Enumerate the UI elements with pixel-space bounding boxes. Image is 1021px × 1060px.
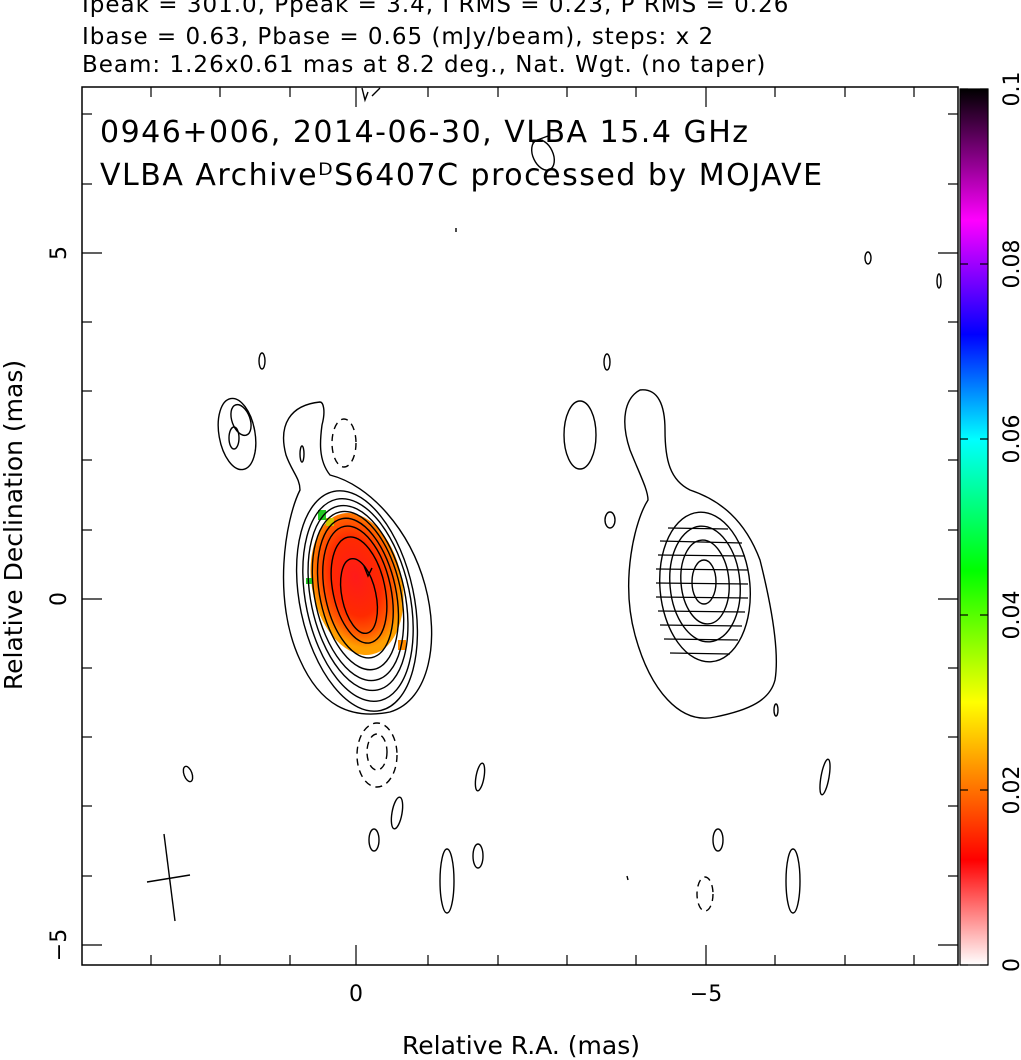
x-tick-label-neg5: −5 bbox=[690, 982, 722, 1007]
x-tick-label-0: 0 bbox=[349, 982, 363, 1007]
frame-ticks bbox=[82, 87, 958, 965]
colorbar bbox=[959, 88, 989, 966]
intensity-contours-left bbox=[182, 87, 556, 914]
y-tick-label-5: 5 bbox=[47, 246, 72, 260]
colorbar-label-002: 0.02 bbox=[1000, 766, 1021, 815]
negative-contours-left bbox=[331, 418, 398, 788]
stats-line-2: Ibase = 0.63, Pbase = 0.65 (mJy/beam), s… bbox=[82, 24, 715, 50]
y-axis-title: Relative Declination (mas) bbox=[0, 360, 28, 690]
colorbar-label-004: 0.04 bbox=[1000, 591, 1021, 640]
plot-frame bbox=[81, 86, 959, 966]
y-tick-label-0: 0 bbox=[47, 592, 72, 606]
beam-cross bbox=[146, 833, 191, 922]
plot-title-line-1: 0946+006, 2014-06-30, VLBA 15.4 GHz bbox=[100, 115, 750, 150]
y-tick-label-neg5: −5 bbox=[47, 929, 72, 961]
colorbar-label-01: 0.1 bbox=[1000, 72, 1021, 107]
colorbar-label-0: 0 bbox=[1000, 958, 1021, 972]
x-axis-title: Relative R.A. (mas) bbox=[402, 1031, 640, 1060]
polarization-vectors bbox=[655, 527, 749, 655]
stats-line-3: Beam: 1.26x0.61 mas at 8.2 deg., Nat. Wg… bbox=[82, 52, 767, 78]
colorbar-label-006: 0.06 bbox=[1000, 415, 1021, 464]
colorbar-label-008: 0.08 bbox=[1000, 240, 1021, 289]
negative-contours-right bbox=[696, 876, 714, 912]
intensity-contours-right bbox=[563, 251, 942, 914]
plot-title-line-2: VLBA ArchiveᴰS6407C processed by MOJAVE bbox=[100, 158, 824, 193]
stats-line-1: Ipeak = 301.0, Ppeak = 3.4, I RMS = 0.23… bbox=[82, 0, 790, 18]
